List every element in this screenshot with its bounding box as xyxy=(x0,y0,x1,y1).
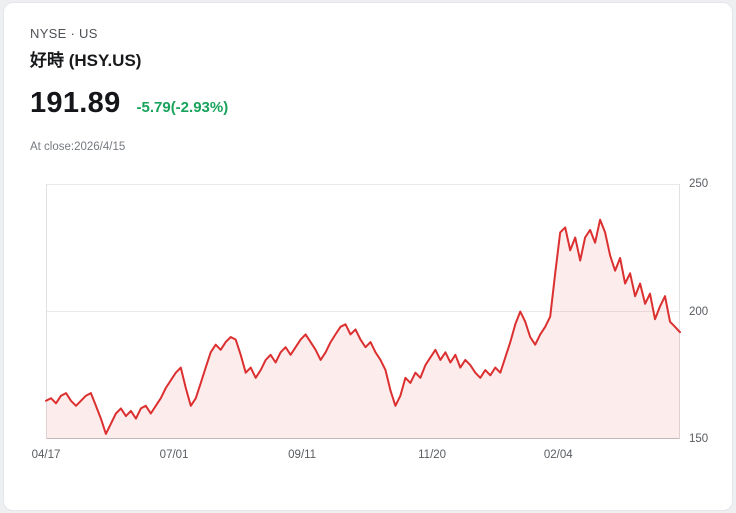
last-price: 191.89 xyxy=(30,87,121,119)
exchange-region-label: NYSE · US xyxy=(30,26,98,41)
price-change: -5.79(-2.93%) xyxy=(136,99,229,116)
stock-title: 好時 (HSY.US) xyxy=(30,51,142,70)
y-axis-label: 200 xyxy=(689,305,709,318)
close-time-note: At close:2026/4/15 xyxy=(30,141,126,153)
chart-gridlines xyxy=(46,184,680,439)
x-axis-label: 02/04 xyxy=(543,449,573,461)
x-axis-label: 09/11 xyxy=(288,449,317,461)
x-axis-label: 07/01 xyxy=(159,449,189,461)
x-axis: 04/17 07/01 09/11 11/20 02/04 xyxy=(32,449,680,465)
stock-quote-card: NYSE · US 好時 (HSY.US) 191.89 -5.79(-2.93… xyxy=(3,2,733,511)
price-chart-svg xyxy=(45,184,681,439)
price-chart[interactable]: 250 200 150 04/17 07/01 09/11 11/20 02/04 xyxy=(32,178,709,461)
y-axis-label: 150 xyxy=(689,433,709,445)
price-area-fill xyxy=(46,219,680,439)
price-row: 191.89 -5.79(-2.93%) xyxy=(30,87,228,120)
price-line xyxy=(45,218,681,435)
x-axis-label: 04/17 xyxy=(31,449,61,461)
x-axis-label: 11/20 xyxy=(418,449,447,461)
y-axis-label: 250 xyxy=(689,178,709,190)
y-axis: 250 200 150 xyxy=(689,178,723,445)
